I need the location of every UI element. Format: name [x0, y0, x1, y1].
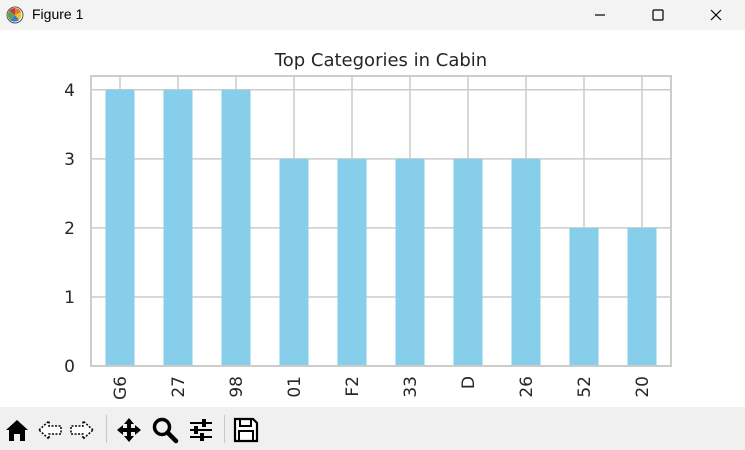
bar	[163, 89, 193, 367]
x-tick-label: 52	[575, 376, 595, 398]
zoom-button[interactable]	[151, 416, 179, 444]
forward-arrow-icon	[70, 419, 95, 441]
maximize-icon	[652, 9, 664, 21]
close-icon	[710, 9, 722, 21]
axes-frame	[90, 75, 672, 367]
x-tick-label: 01	[285, 376, 305, 398]
sliders-icon	[190, 419, 212, 441]
x-tick-label: 98	[227, 376, 247, 398]
bar	[627, 227, 657, 366]
x-tick-label: 33	[401, 376, 421, 398]
back-arrow-icon	[37, 419, 62, 441]
back-button[interactable]	[36, 416, 64, 444]
y-tick-label: 1	[64, 288, 75, 308]
x-tick-labels: G6 27 98 01 F2 33 D 26 52 20	[111, 376, 653, 400]
x-tick-label: 20	[633, 376, 653, 398]
bar	[105, 89, 135, 367]
chart-title: Top Categories in Cabin	[274, 50, 487, 71]
matplotlib-icon	[6, 6, 24, 24]
maximize-button[interactable]	[629, 0, 687, 30]
bar	[279, 158, 309, 366]
toolbar-separator	[106, 415, 107, 443]
window-title: Figure 1	[32, 6, 84, 22]
y-tick-label: 4	[64, 81, 75, 101]
save-button[interactable]	[232, 416, 260, 444]
x-tick-label: 27	[169, 376, 189, 398]
x-tick-label: G6	[111, 376, 131, 400]
bars	[105, 89, 657, 367]
forward-button[interactable]	[68, 416, 96, 444]
navigation-toolbar	[0, 407, 745, 450]
y-tick-label: 0	[64, 357, 75, 377]
y-tick-label: 3	[64, 150, 75, 170]
bar	[511, 158, 541, 366]
bar	[221, 89, 251, 367]
move-icon	[117, 418, 141, 442]
magnifier-icon	[152, 417, 179, 444]
axes-border	[90, 75, 672, 367]
x-tick-label: F2	[343, 376, 363, 397]
window-titlebar: Figure 1	[0, 0, 745, 30]
bar	[395, 158, 425, 366]
close-button[interactable]	[687, 0, 745, 30]
bar	[337, 158, 367, 366]
home-button[interactable]	[3, 416, 31, 444]
bar	[453, 158, 483, 366]
home-icon	[6, 420, 28, 441]
pan-button[interactable]	[115, 416, 143, 444]
x-tick-label: D	[459, 376, 479, 389]
bar	[569, 227, 599, 366]
minimize-button[interactable]	[571, 0, 629, 30]
floppy-disk-icon	[233, 417, 259, 443]
toolbar-separator	[224, 415, 225, 443]
y-tick-labels: 0 1 2 3 4	[64, 81, 75, 377]
configure-subplots-button[interactable]	[187, 416, 215, 444]
minimize-icon	[595, 14, 605, 16]
x-tick-label: 26	[517, 376, 537, 398]
y-tick-label: 2	[64, 219, 75, 239]
